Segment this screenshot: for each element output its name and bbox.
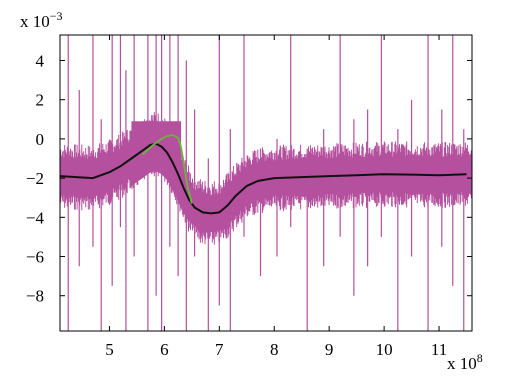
y-tick-label: 0 bbox=[36, 130, 45, 149]
y-tick-label: −4 bbox=[26, 208, 45, 227]
x-tick-label: 10 bbox=[376, 340, 393, 359]
x-tick-label: 11 bbox=[431, 340, 447, 359]
x-tick-label: 7 bbox=[215, 340, 224, 359]
plot-frame bbox=[59, 34, 473, 332]
x-tick-label: 8 bbox=[270, 340, 279, 359]
y-multiplier-label: x 10−3 bbox=[20, 9, 63, 31]
y-tick-label: 2 bbox=[36, 91, 45, 110]
model-line bbox=[141, 134, 193, 204]
smoothed-line bbox=[60, 142, 467, 215]
y-tick-label: −6 bbox=[26, 248, 44, 267]
y-tick-label: −2 bbox=[26, 169, 44, 188]
y-tick-label: 4 bbox=[36, 51, 45, 70]
x-tick-label: 9 bbox=[325, 340, 334, 359]
x-multiplier-label: x 108 bbox=[447, 351, 483, 373]
y-tick-label: −8 bbox=[26, 287, 44, 306]
line-series-layer bbox=[60, 134, 467, 215]
x-tick-label: 5 bbox=[105, 340, 114, 359]
axis-ticks: 5 6 7 8 9 10 11 4 2 0 −2 −4 −6 −8 bbox=[26, 35, 472, 359]
x-tick-label: 6 bbox=[160, 340, 169, 359]
